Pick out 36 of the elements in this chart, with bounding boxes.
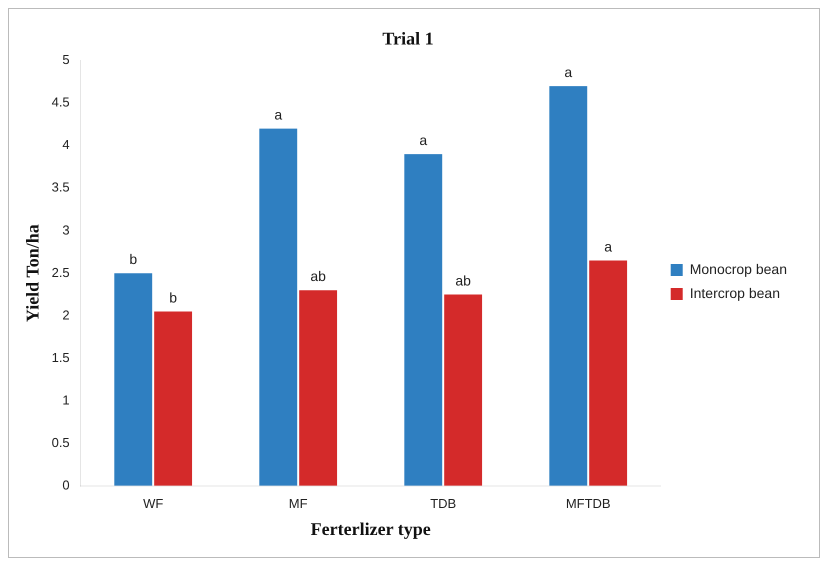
y-tick-label: 3	[62, 222, 70, 238]
y-tick-label: 0	[62, 477, 70, 492]
legend-label: Intercrop bean	[690, 284, 780, 301]
y-axis-title: Yield Ton/ha	[22, 224, 42, 322]
bar	[154, 311, 192, 486]
bar	[549, 86, 588, 486]
bar	[114, 273, 152, 486]
bar	[444, 294, 482, 486]
data-label: ab	[310, 268, 326, 284]
bar	[589, 260, 628, 486]
legend-label: Monocrop bean	[690, 260, 788, 277]
y-tick-label: 1.5	[52, 350, 70, 365]
y-tick-label: 4	[62, 137, 70, 152]
y-tick-label: 5	[62, 52, 70, 68]
chart-title: Trial 1	[382, 28, 434, 48]
data-label: b	[169, 289, 178, 306]
y-tick-label: 0.5	[52, 434, 70, 450]
x-tick-label: WF	[143, 496, 164, 512]
x-tick-label: MF	[288, 496, 308, 512]
x-tick-label: TDB	[430, 496, 456, 512]
bar	[259, 128, 298, 486]
data-label: a	[419, 132, 428, 148]
x-axis-title: Ferterlizer type	[310, 518, 431, 539]
data-label: a	[604, 238, 612, 254]
bar	[404, 154, 442, 486]
data-label: a	[564, 64, 572, 80]
y-tick-label: 3.5	[52, 180, 70, 195]
y-tick-label: 2.5	[52, 264, 70, 280]
y-tick-label: 4.5	[52, 94, 70, 110]
bar	[299, 290, 338, 486]
data-label: a	[274, 106, 282, 122]
x-tick-label: MFTDB	[566, 496, 611, 512]
data-label: b	[129, 251, 138, 268]
y-tick-label: 1	[62, 392, 70, 408]
data-label: ab	[455, 272, 472, 288]
y-tick-label: 2	[62, 307, 70, 322]
